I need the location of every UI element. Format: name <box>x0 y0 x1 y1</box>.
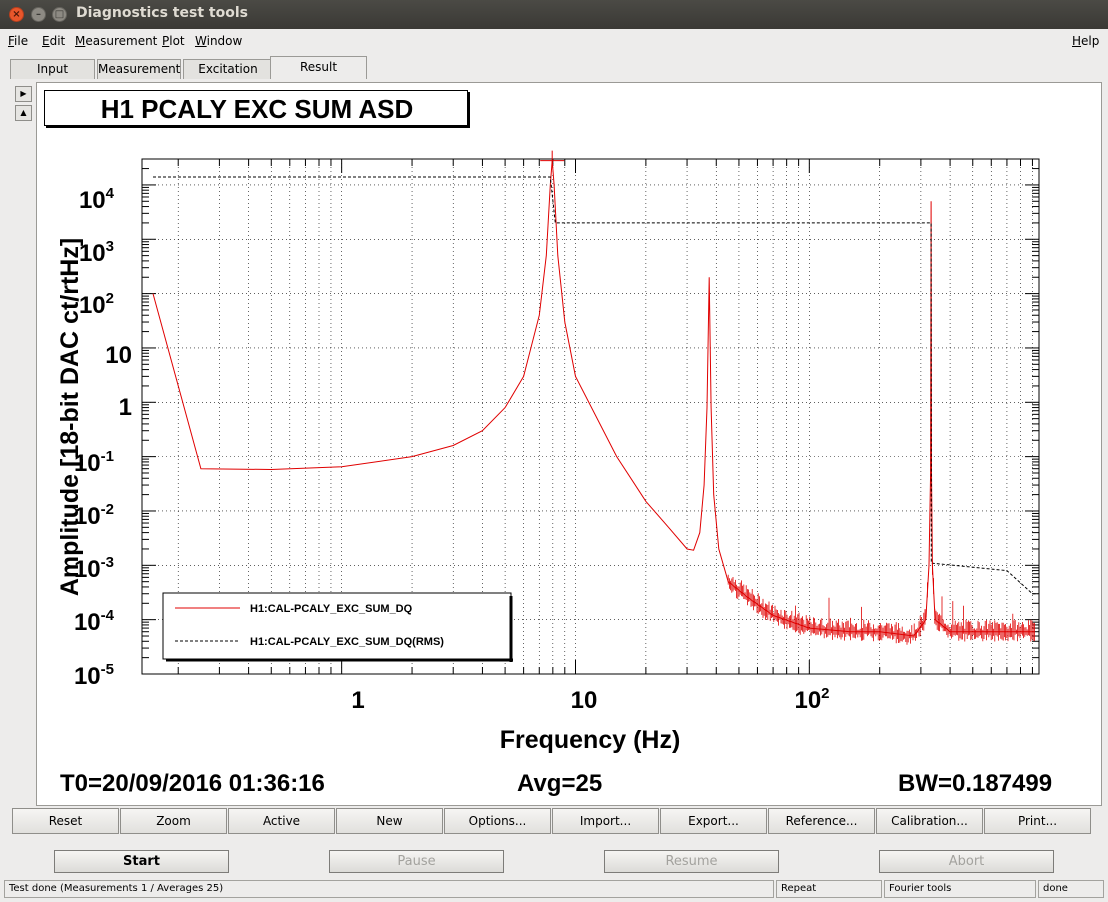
noise-band <box>727 574 928 645</box>
y-tick-label: 103 <box>79 238 114 267</box>
legend-box <box>162 592 512 660</box>
zoom-button[interactable]: Zoom <box>120 808 227 834</box>
close-window-icon[interactable]: × <box>9 7 24 22</box>
reset-button[interactable]: Reset <box>12 808 119 834</box>
legend-label-asd: H1:CAL-PCALY_EXC_SUM_DQ <box>250 603 413 615</box>
y-tick-label: 10 <box>105 342 132 369</box>
plot-title: H1 PCALY EXC SUM ASD <box>100 94 414 124</box>
t0-readout: T0=20/09/2016 01:36:16 <box>60 770 325 797</box>
avg-readout: Avg=25 <box>517 770 603 797</box>
pause-button[interactable]: Pause <box>329 850 504 873</box>
menu-help[interactable]: Help <box>1072 34 1100 48</box>
menu-bar: File Edit Measurement Plot Window Help <box>0 29 1108 53</box>
x-tick-label: 1 <box>351 687 364 714</box>
series-rms-line <box>153 176 1038 595</box>
y-tick-label: 10-1 <box>74 448 114 477</box>
menu-plot[interactable]: Plot <box>162 34 185 48</box>
plot-frame <box>141 158 1040 675</box>
y-tick-label: 1 <box>119 394 132 421</box>
x-tick-label: 102 <box>794 685 829 714</box>
calibration-button[interactable]: Calibration... <box>876 808 983 834</box>
y-axis-title: Amplitude [18-bit DAC ct/rtHz] <box>56 238 84 596</box>
x-axis-title: Frequency (Hz) <box>500 726 681 754</box>
new-button[interactable]: New <box>336 808 443 834</box>
y-tick-label: 102 <box>79 290 114 319</box>
arrow-right-icon: ▶ <box>20 89 27 98</box>
plot-toolbar: Reset Zoom Active New Options... Import.… <box>10 808 1094 834</box>
series-asd-line <box>152 160 1035 637</box>
noise-band <box>932 560 1035 642</box>
active-button[interactable]: Active <box>228 808 335 834</box>
noise-floor <box>727 560 1035 645</box>
tab-excitation[interactable]: Excitation <box>183 59 273 79</box>
y-tick-label: 10-5 <box>74 661 114 690</box>
reference-button[interactable]: Reference... <box>768 808 875 834</box>
y-tick-labels: 104 103 102 10 1 10-1 10-2 10-3 10-4 10-… <box>74 185 132 690</box>
pad-next-button[interactable]: ▶ <box>15 86 32 102</box>
y-tick-label: 10-4 <box>74 607 115 636</box>
menu-edit[interactable]: Edit <box>42 34 66 48</box>
menu-file[interactable]: File <box>8 34 29 48</box>
y-tick-label: 104 <box>79 185 115 214</box>
pad-up-button[interactable]: ▲ <box>15 105 32 121</box>
y-tick-label: 10-3 <box>74 554 114 583</box>
plot-legend[interactable]: H1:CAL-PCALY_EXC_SUM_DQ H1:CAL-PCALY_EXC… <box>162 592 513 662</box>
tab-measurement[interactable]: Measurement <box>97 59 181 79</box>
print-button[interactable]: Print... <box>984 808 1091 834</box>
import-button[interactable]: Import... <box>552 808 659 834</box>
y-tick-label: 10-2 <box>74 501 114 530</box>
status-state: done <box>1038 880 1104 898</box>
title-bar: × – □ Diagnostics test tools <box>0 0 1108 29</box>
maximize-window-icon[interactable]: □ <box>52 7 67 22</box>
arrow-up-icon: ▲ <box>20 108 27 117</box>
window-title: Diagnostics test tools <box>76 5 248 21</box>
start-button[interactable]: Start <box>54 850 229 873</box>
resume-button[interactable]: Resume <box>604 850 779 873</box>
abort-button[interactable]: Abort <box>879 850 1054 873</box>
legend-label-rms: H1:CAL-PCALY_EXC_SUM_DQ(RMS) <box>250 636 444 648</box>
status-repeat: Repeat <box>776 880 882 898</box>
tab-bar: Input Measurement Excitation Result <box>0 55 1108 79</box>
menu-window[interactable]: Window <box>195 34 243 48</box>
status-message: Test done (Measurements 1 / Averages 25) <box>4 880 774 898</box>
options-button[interactable]: Options... <box>444 808 551 834</box>
tab-input[interactable]: Input <box>10 59 95 79</box>
plot-title-box[interactable]: H1 PCALY EXC SUM ASD <box>44 90 468 126</box>
status-tool: Fourier tools <box>884 880 1036 898</box>
menu-measurement[interactable]: Measurement <box>75 34 158 48</box>
minimize-window-icon[interactable]: – <box>31 7 46 22</box>
x-tick-label: 10 <box>571 687 598 714</box>
tab-result[interactable]: Result <box>270 56 367 79</box>
export-button[interactable]: Export... <box>660 808 767 834</box>
bw-readout: BW=0.187499 <box>898 770 1053 797</box>
x-tick-labels: 1 10 102 <box>351 685 829 714</box>
plot-panel[interactable] <box>36 82 1102 806</box>
